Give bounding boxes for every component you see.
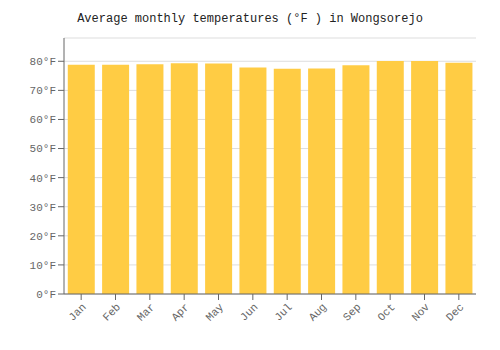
svg-text:0°F: 0°F	[36, 289, 56, 301]
svg-text:20°F: 20°F	[30, 231, 56, 243]
svg-text:40°F: 40°F	[30, 173, 56, 185]
svg-text:30°F: 30°F	[30, 202, 56, 214]
html-text:Average monthly temperatures (: Average monthly temperatures (°F ) in Wo…	[77, 12, 423, 26]
svg-text:60°F: 60°F	[30, 114, 56, 126]
svg-text:Dec: Dec	[444, 301, 466, 323]
svg-text:Oct: Oct	[375, 301, 397, 323]
svg-text:Jun: Jun	[238, 301, 260, 323]
svg-text:80°F: 80°F	[30, 56, 56, 68]
svg-text:Apr: Apr	[169, 301, 191, 323]
svg-text:Jul: Jul	[272, 301, 294, 323]
svg-text:50°F: 50°F	[30, 143, 56, 155]
svg-text:Sep: Sep	[341, 301, 363, 323]
svg-text:10°F: 10°F	[30, 260, 56, 272]
svg-text:Aug: Aug	[307, 301, 329, 323]
svg-text:Feb: Feb	[101, 301, 123, 323]
svg-text:70°F: 70°F	[30, 85, 56, 97]
svg-text:May: May	[204, 301, 227, 324]
svg-text:Jan: Jan	[66, 301, 88, 323]
svg-text:Nov: Nov	[410, 301, 433, 324]
svg-text:Mar: Mar	[135, 301, 157, 323]
